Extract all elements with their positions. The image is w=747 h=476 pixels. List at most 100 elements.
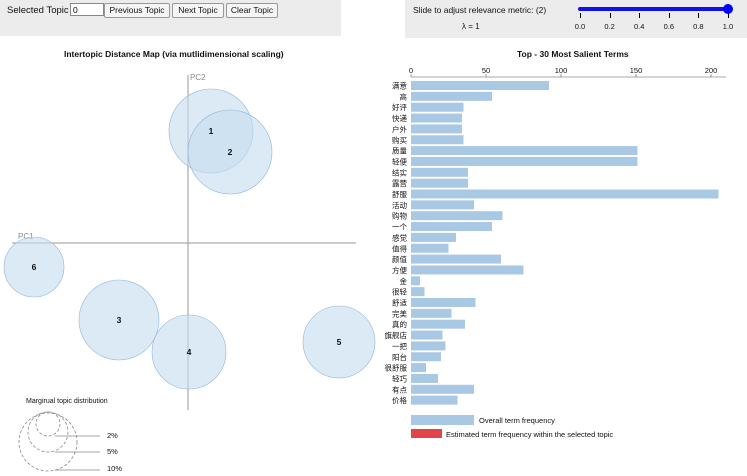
selected-topic-label: Selected Topic: [7, 5, 69, 16]
slider-tick-label: 0.6: [663, 22, 675, 31]
legend-swatch-estimated: [411, 429, 442, 438]
slider-tick: [639, 13, 641, 18]
term-bar: [411, 254, 501, 264]
term-bar: [411, 287, 425, 297]
legend-label-overall: Overall term frequency: [479, 416, 555, 425]
term-bar: [411, 352, 441, 362]
term-bar: [411, 232, 456, 242]
term-label: 购物: [392, 211, 407, 221]
term-label: 一个: [392, 223, 407, 232]
term-label: 满意: [392, 81, 407, 91]
term-label: 有点: [392, 384, 407, 394]
term-bar: [411, 178, 468, 188]
topic-circle-2[interactable]: [187, 109, 273, 195]
term-label: 快递: [392, 113, 407, 123]
slider-tick: [728, 13, 729, 18]
marginal-circle-5pct: [27, 411, 69, 453]
term-label: 活动: [392, 200, 407, 210]
relevance-slider-handle[interactable]: [723, 4, 733, 14]
term-bar: [411, 298, 476, 307]
term-bar: [411, 146, 638, 156]
term-bar: [411, 395, 458, 405]
marginal-label-5pct: 5%: [107, 447, 118, 456]
topic-circle-4[interactable]: [151, 314, 227, 390]
slider-tick: [609, 13, 611, 18]
term-bar: [411, 156, 638, 166]
term-label: 金: [400, 276, 408, 286]
term-bar: [411, 211, 503, 221]
term-bar: [411, 341, 446, 351]
slider-label: Slide to adjust relevance metric: (2): [413, 5, 547, 15]
term-bar: [411, 135, 464, 145]
topic-label-2: 2: [228, 147, 233, 157]
term-label: 高: [400, 91, 408, 101]
topic-controls-bar: Selected Topic Previous Topic Next Topic…: [0, 0, 341, 36]
legend-label-estimated: Estimated term frequency within the sele…: [446, 430, 613, 439]
term-label: 价格: [392, 395, 407, 405]
term-bar: [411, 363, 426, 373]
relevance-slider-track[interactable]: [578, 7, 730, 11]
term-label: 方便: [392, 265, 407, 275]
term-label: 轻便: [392, 156, 407, 166]
slider-tick-label: 0.0: [574, 22, 586, 31]
slider-tick: [580, 13, 581, 18]
term-label: 颜值: [392, 254, 407, 264]
marginal-circle-10pct: [18, 412, 78, 472]
term-bar: [411, 189, 719, 199]
slider-tick-label: 0.4: [633, 22, 645, 31]
slider-tick-label: 1.0: [722, 22, 734, 31]
x-tick-label: 100: [555, 66, 568, 75]
slider-tick-label: 0.2: [604, 22, 615, 31]
previous-topic-button[interactable]: Previous Topic: [104, 3, 170, 18]
term-label: 感觉: [392, 232, 407, 242]
x-tick-label: 150: [630, 66, 643, 75]
term-bar: [411, 384, 474, 394]
term-label: 质量: [392, 146, 407, 156]
topic-circle-6[interactable]: [3, 236, 65, 298]
term-bar: [411, 113, 462, 123]
term-bar: [411, 373, 438, 383]
legend-swatch-overall: [411, 415, 474, 425]
marginal-circle-2pct: [35, 411, 61, 437]
topic-label-4: 4: [187, 347, 192, 357]
term-bar: [411, 319, 465, 329]
topic-circle-5[interactable]: [302, 305, 376, 379]
marginal-title: Margirual topic distribution: [26, 398, 108, 405]
slider-tick: [698, 13, 700, 18]
term-bar: [411, 124, 462, 134]
term-label: 结实: [392, 167, 407, 177]
term-bar: [411, 102, 464, 112]
salient-terms-title: Top - 30 Most Salient Terms: [517, 49, 629, 59]
term-label: 购买: [392, 135, 407, 145]
term-label: 户外: [392, 124, 407, 134]
slider-tick-label: 0.8: [693, 22, 704, 31]
clear-topic-button[interactable]: Clear Topic: [226, 3, 278, 18]
selected-topic-input[interactable]: [70, 3, 104, 16]
term-label: 舒适: [392, 298, 407, 308]
topic-label-3: 3: [117, 315, 122, 325]
x-tick-label: 200: [705, 66, 718, 75]
term-label: 露营: [392, 178, 407, 188]
term-label: 舒服: [392, 189, 407, 199]
term-label: 好评: [392, 102, 407, 112]
pc2-label: PC2: [190, 73, 206, 82]
term-bar: [411, 167, 468, 177]
term-bar: [411, 91, 492, 101]
salient-terms-chart: 0 50 100 150 200 满意高好评快递户外购买质量轻便结实露营舒服活动购物一个感…: [385, 66, 726, 405]
term-label: 很舒服: [385, 363, 408, 373]
term-label: 很轻: [392, 287, 407, 297]
term-bar: [411, 276, 420, 286]
term-bar: [411, 222, 492, 232]
lambda-label: λ = 1: [462, 22, 480, 31]
topic-circle-3[interactable]: [78, 279, 160, 361]
slider-tick: [668, 13, 670, 18]
next-topic-button[interactable]: Next Topic: [172, 3, 224, 18]
term-bar: [411, 243, 449, 253]
x-tick-label: 0: [409, 66, 413, 75]
term-label: 轻巧: [392, 373, 407, 383]
intertopic-map-title: Intertopic Distance Map (via mutlidimens…: [64, 49, 284, 59]
term-bar: [411, 265, 524, 275]
term-label: 真的: [392, 319, 407, 329]
topic-label-1: 1: [209, 126, 214, 136]
